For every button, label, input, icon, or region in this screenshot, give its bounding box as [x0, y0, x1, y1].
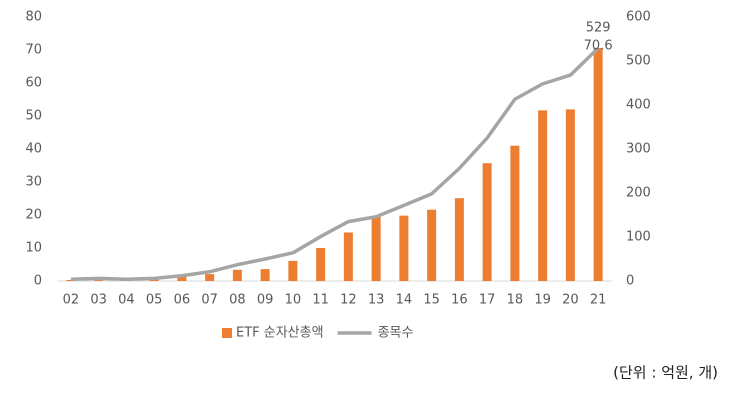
- data-label: 529: [586, 21, 611, 36]
- data-label: 70.6: [584, 39, 613, 54]
- x-tick-label: 13: [368, 293, 385, 308]
- y-tick-label: 0: [34, 274, 42, 289]
- bar: [371, 216, 381, 281]
- x-tick-label: 12: [340, 293, 357, 308]
- x-tick-label: 07: [201, 293, 218, 308]
- x-tick-label: 03: [90, 293, 107, 308]
- bar: [510, 145, 520, 281]
- y-tick-label: 60: [25, 76, 42, 91]
- x-tick-label: 21: [590, 293, 607, 308]
- x-tick-label: 20: [562, 293, 579, 308]
- x-tick-label: 16: [451, 293, 468, 308]
- unit-note: (단위 : 억원, 개): [613, 364, 718, 382]
- bar: [454, 198, 464, 281]
- x-tick-label: 05: [146, 293, 163, 308]
- x-tick-label: 09: [257, 293, 274, 308]
- bar: [538, 110, 548, 281]
- y-tick-label: 20: [25, 208, 42, 223]
- bar: [66, 280, 76, 281]
- y2-tick-label: 600: [626, 10, 651, 25]
- bar: [232, 269, 242, 281]
- legend-swatch: [222, 328, 232, 338]
- y2-tick-label: 0: [626, 274, 634, 289]
- bar: [482, 163, 492, 281]
- y-tick-label: 50: [25, 109, 42, 124]
- y-tick-label: 70: [25, 43, 42, 58]
- x-tick-label: 10: [285, 293, 302, 308]
- bar: [343, 232, 353, 281]
- x-tick-label: 17: [479, 293, 496, 308]
- y2-tick-label: 400: [626, 98, 651, 113]
- bar: [149, 279, 159, 281]
- bar: [177, 276, 187, 281]
- bar: [205, 274, 215, 281]
- bar: [260, 269, 270, 281]
- y-tick-label: 80: [25, 10, 42, 25]
- y2-tick-label: 100: [626, 230, 651, 245]
- legend-label: ETF 순자산총액: [236, 326, 324, 341]
- y2-tick-label: 500: [626, 54, 651, 69]
- y2-tick-label: 200: [626, 186, 651, 201]
- line: [70, 46, 600, 281]
- bar: [565, 109, 575, 282]
- bar: [399, 215, 409, 281]
- x-tick-label: 14: [396, 293, 413, 308]
- x-tick-label: 02: [63, 293, 80, 308]
- x-tick-label: 04: [118, 293, 135, 308]
- bar: [94, 279, 104, 281]
- y-tick-label: 10: [25, 241, 42, 256]
- x-tick-label: 11: [312, 293, 329, 308]
- x-tick-label: 19: [534, 293, 551, 308]
- bar: [288, 260, 298, 281]
- x-tick-label: 06: [174, 293, 191, 308]
- legend-label: 종목수: [378, 326, 414, 341]
- y-tick-label: 30: [25, 175, 42, 190]
- y2-tick-label: 300: [626, 142, 651, 157]
- x-tick-label: 18: [507, 293, 524, 308]
- x-tick-label: 15: [423, 293, 440, 308]
- bar: [427, 209, 437, 281]
- y-tick-label: 40: [25, 142, 42, 157]
- bar: [593, 48, 603, 281]
- bar: [316, 248, 326, 281]
- x-tick-label: 08: [229, 293, 246, 308]
